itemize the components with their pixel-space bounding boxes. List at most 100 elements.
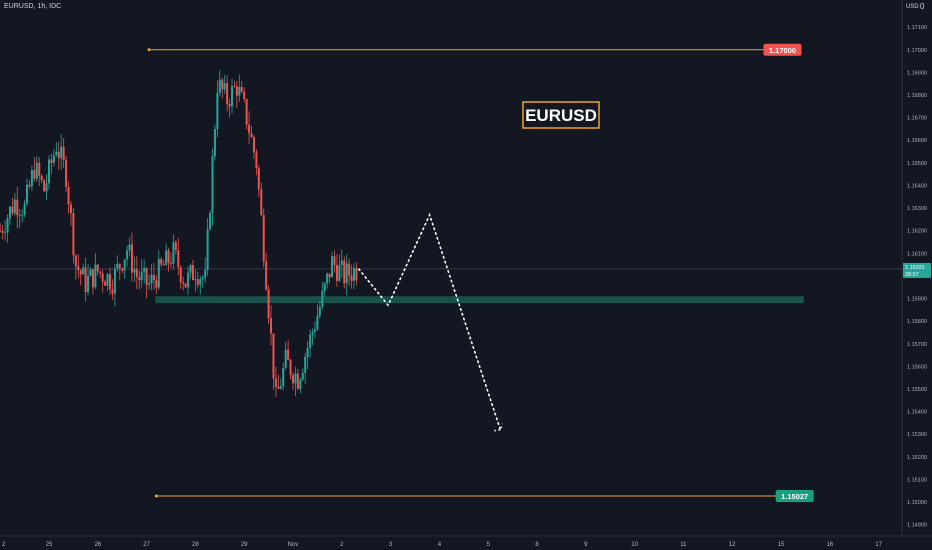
candle-body bbox=[201, 277, 204, 279]
candle-body bbox=[11, 206, 14, 214]
chart-title-box: EURUSD bbox=[522, 101, 600, 129]
chart-title: EURUSD bbox=[525, 106, 597, 125]
candle-body bbox=[62, 146, 65, 161]
candle-body bbox=[245, 99, 248, 125]
candle-body bbox=[323, 283, 326, 291]
candle-body bbox=[313, 329, 316, 333]
price-tick-label: 1.15400 bbox=[907, 410, 927, 416]
candle-body bbox=[13, 199, 16, 214]
candle-body bbox=[18, 214, 21, 216]
candle-body bbox=[72, 212, 75, 256]
candle-body bbox=[301, 372, 304, 380]
candle-body bbox=[182, 282, 185, 284]
candle-body bbox=[6, 218, 9, 233]
candle-body bbox=[292, 375, 294, 384]
candle-body bbox=[321, 290, 324, 307]
candle-body bbox=[240, 86, 243, 92]
candle-body bbox=[152, 274, 155, 281]
candle-body bbox=[284, 349, 287, 368]
candles-layer bbox=[0, 70, 358, 398]
symbol-title[interactable]: EURUSD, 1h, IDC bbox=[4, 3, 62, 10]
time-tick-label: 2 bbox=[2, 542, 6, 548]
candle-body bbox=[170, 262, 172, 264]
time-tick-label: 2 bbox=[340, 542, 344, 548]
support-zone bbox=[155, 296, 804, 304]
price-tick-label: 1.16600 bbox=[907, 138, 927, 144]
price-tick-label: 1.17000 bbox=[907, 48, 927, 54]
candle-body bbox=[184, 283, 187, 288]
candle-body bbox=[209, 212, 212, 229]
candle-body bbox=[233, 86, 236, 87]
candle-body bbox=[69, 204, 72, 213]
candle-body bbox=[94, 264, 97, 288]
candle-body bbox=[4, 232, 7, 234]
price-tick-label: 1.15200 bbox=[907, 455, 927, 461]
time-tick-label: 5 bbox=[487, 542, 491, 548]
candle-body bbox=[260, 189, 263, 216]
candle-body bbox=[50, 159, 53, 163]
candle-body bbox=[45, 183, 48, 192]
candle-body bbox=[231, 86, 233, 107]
candle-body bbox=[35, 162, 38, 179]
level-badge-label-support: 1.15027 bbox=[781, 492, 808, 501]
candle-body bbox=[23, 203, 26, 215]
candle-body bbox=[213, 129, 216, 157]
candle-body bbox=[262, 215, 265, 262]
candle-body bbox=[157, 258, 160, 288]
candle-body bbox=[28, 184, 31, 187]
price-tick-label: 1.16100 bbox=[907, 251, 927, 257]
candle-body bbox=[306, 348, 309, 357]
candle-body bbox=[126, 250, 129, 260]
candle-body bbox=[206, 228, 209, 270]
level-anchor-resistance bbox=[147, 48, 151, 52]
current-price-countdown: 28:57 bbox=[905, 272, 919, 278]
price-tick-label: 1.16800 bbox=[907, 93, 927, 99]
candle-body bbox=[150, 274, 153, 284]
candle-body bbox=[338, 265, 341, 281]
candle-body bbox=[196, 279, 199, 285]
scale-marker[interactable]: 0 bbox=[920, 2, 925, 11]
price-axis[interactable]: 1.17100 1.17000 1.16900 1.16800 1.16700 1.166… bbox=[907, 25, 927, 529]
candle-body bbox=[216, 92, 219, 130]
candle-body bbox=[299, 379, 302, 389]
candle-body bbox=[140, 271, 143, 281]
candle-body bbox=[77, 266, 80, 271]
candle-body bbox=[265, 261, 268, 290]
candle-body bbox=[55, 151, 58, 156]
candle-body bbox=[82, 267, 85, 275]
candle-body bbox=[191, 265, 194, 281]
candle-body bbox=[133, 269, 136, 273]
price-tick-label: 1.16200 bbox=[907, 229, 927, 235]
candle-body bbox=[318, 306, 321, 316]
price-tick-label: 1.15700 bbox=[907, 342, 927, 348]
candle-body bbox=[328, 273, 331, 278]
candle-body bbox=[331, 256, 334, 278]
candle-body bbox=[148, 283, 151, 285]
candle-body bbox=[40, 175, 43, 181]
candle-body bbox=[0, 230, 2, 232]
time-axis[interactable]: 2 25 26 27 28 29 Nov 2 3 4 5 8 9 10 11 12 15 16 17 bbox=[2, 542, 883, 548]
candle-body bbox=[67, 187, 70, 205]
candle-body bbox=[228, 103, 231, 107]
projection-path bbox=[358, 212, 502, 431]
candle-body bbox=[333, 256, 336, 266]
time-tick-label: 25 bbox=[46, 542, 53, 548]
candle-body bbox=[345, 263, 348, 284]
time-tick-label: 27 bbox=[143, 542, 150, 548]
candle-body bbox=[79, 270, 82, 275]
candle-body bbox=[87, 276, 90, 293]
price-tick-label: 1.16700 bbox=[907, 116, 927, 122]
price-tick-label: 1.15300 bbox=[907, 432, 927, 438]
candle-body bbox=[250, 133, 253, 138]
candle-body bbox=[248, 124, 251, 134]
candle-body bbox=[109, 274, 111, 290]
candle-body bbox=[257, 168, 260, 190]
candle-body bbox=[218, 79, 221, 93]
currency-label[interactable]: USD bbox=[906, 4, 919, 10]
candle-body bbox=[111, 289, 114, 294]
price-tick-label: 1.15000 bbox=[907, 500, 927, 506]
candle-body bbox=[296, 373, 299, 389]
